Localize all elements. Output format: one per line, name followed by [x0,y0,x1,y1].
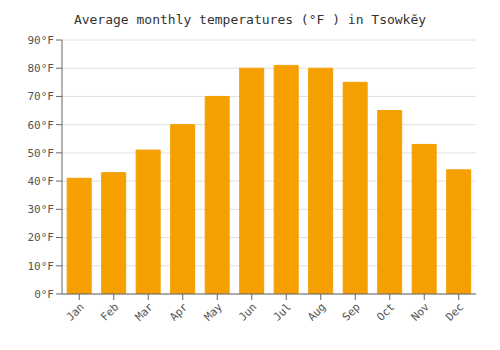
svg-text:Feb: Feb [98,300,121,323]
svg-text:0°F: 0°F [34,288,54,301]
svg-text:60°F: 60°F [28,119,55,132]
svg-text:Jan: Jan [64,300,87,323]
svg-text:70°F: 70°F [28,90,55,103]
html-text:Average monthly temperatures (: Average monthly temperatures (°F ) in Ts… [73,12,427,27]
svg-text:Jul: Jul [271,300,294,323]
svg-text:Jun: Jun [236,300,259,323]
svg-text:20°F: 20°F [28,231,55,244]
svg-text:May: May [202,300,226,324]
svg-text:Mar: Mar [133,300,157,324]
svg-text:80°F: 80°F [28,62,55,75]
svg-text:Sep: Sep [340,300,363,323]
svg-text:40°F: 40°F [28,175,55,188]
svg-text:90°F: 90°F [28,34,55,47]
svg-text:Aug: Aug [305,300,328,323]
svg-text:Apr: Apr [167,300,191,324]
svg-text:50°F: 50°F [28,147,55,160]
svg-text:10°F: 10°F [28,260,55,273]
svg-text:30°F: 30°F [28,203,55,216]
svg-text:Nov: Nov [409,300,433,324]
svg-text:Dec: Dec [443,300,466,323]
svg-text:Oct: Oct [374,300,397,323]
